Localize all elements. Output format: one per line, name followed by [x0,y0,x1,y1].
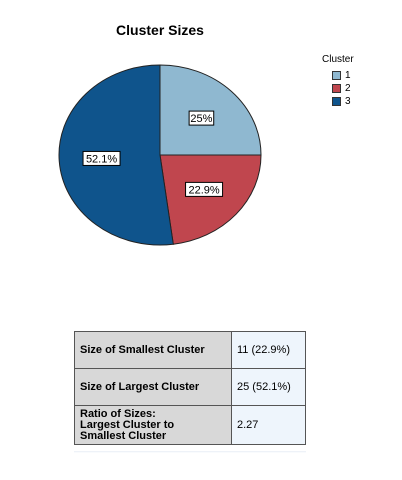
legend-item-1: 1 [332,69,354,82]
table-row: Ratio of Sizes: Largest Cluster to Small… [74,405,306,445]
pie-label-3: 52.1% [82,150,121,166]
pie-label-1: 25% [188,110,215,126]
chart-title: Cluster Sizes [116,22,204,38]
table-row: Size of Smallest Cluster 11 (22.9%) [74,331,306,369]
legend-item-3: 3 [332,95,354,108]
legend-label-2: 2 [345,83,351,94]
pie-slice-1 [159,64,262,156]
legend-title: Cluster [322,54,354,65]
row-value: 25 (52.1%) [231,368,306,406]
table-row: Size of Largest Cluster 25 (52.1%) [74,368,306,406]
legend-swatch-1 [332,71,341,80]
legend-label-1: 1 [345,70,351,81]
svg-text:52.1%: 52.1% [86,153,117,165]
table-shadow [74,451,306,453]
legend: Cluster 1 2 3 [322,54,354,108]
cluster-summary-table: Size of Smallest Cluster 11 (22.9%) Size… [74,331,306,445]
row-value: 11 (22.9%) [231,331,306,369]
row-label: Size of Largest Cluster [74,368,232,406]
pie-slice-2 [159,154,262,245]
legend-swatch-2 [332,84,341,93]
legend-label-3: 3 [345,96,351,107]
svg-text:22.9%: 22.9% [188,184,219,196]
row-label: Size of Smallest Cluster [74,331,232,369]
pie-chart: 25% 22.9% 52.1% [58,64,262,246]
pie-label-2: 22.9% [185,181,224,197]
row-label: Ratio of Sizes: Largest Cluster to Small… [74,405,232,445]
row-value: 2.27 [231,405,306,445]
legend-item-2: 2 [332,82,354,95]
svg-text:25%: 25% [190,113,212,125]
legend-swatch-3 [332,97,341,106]
